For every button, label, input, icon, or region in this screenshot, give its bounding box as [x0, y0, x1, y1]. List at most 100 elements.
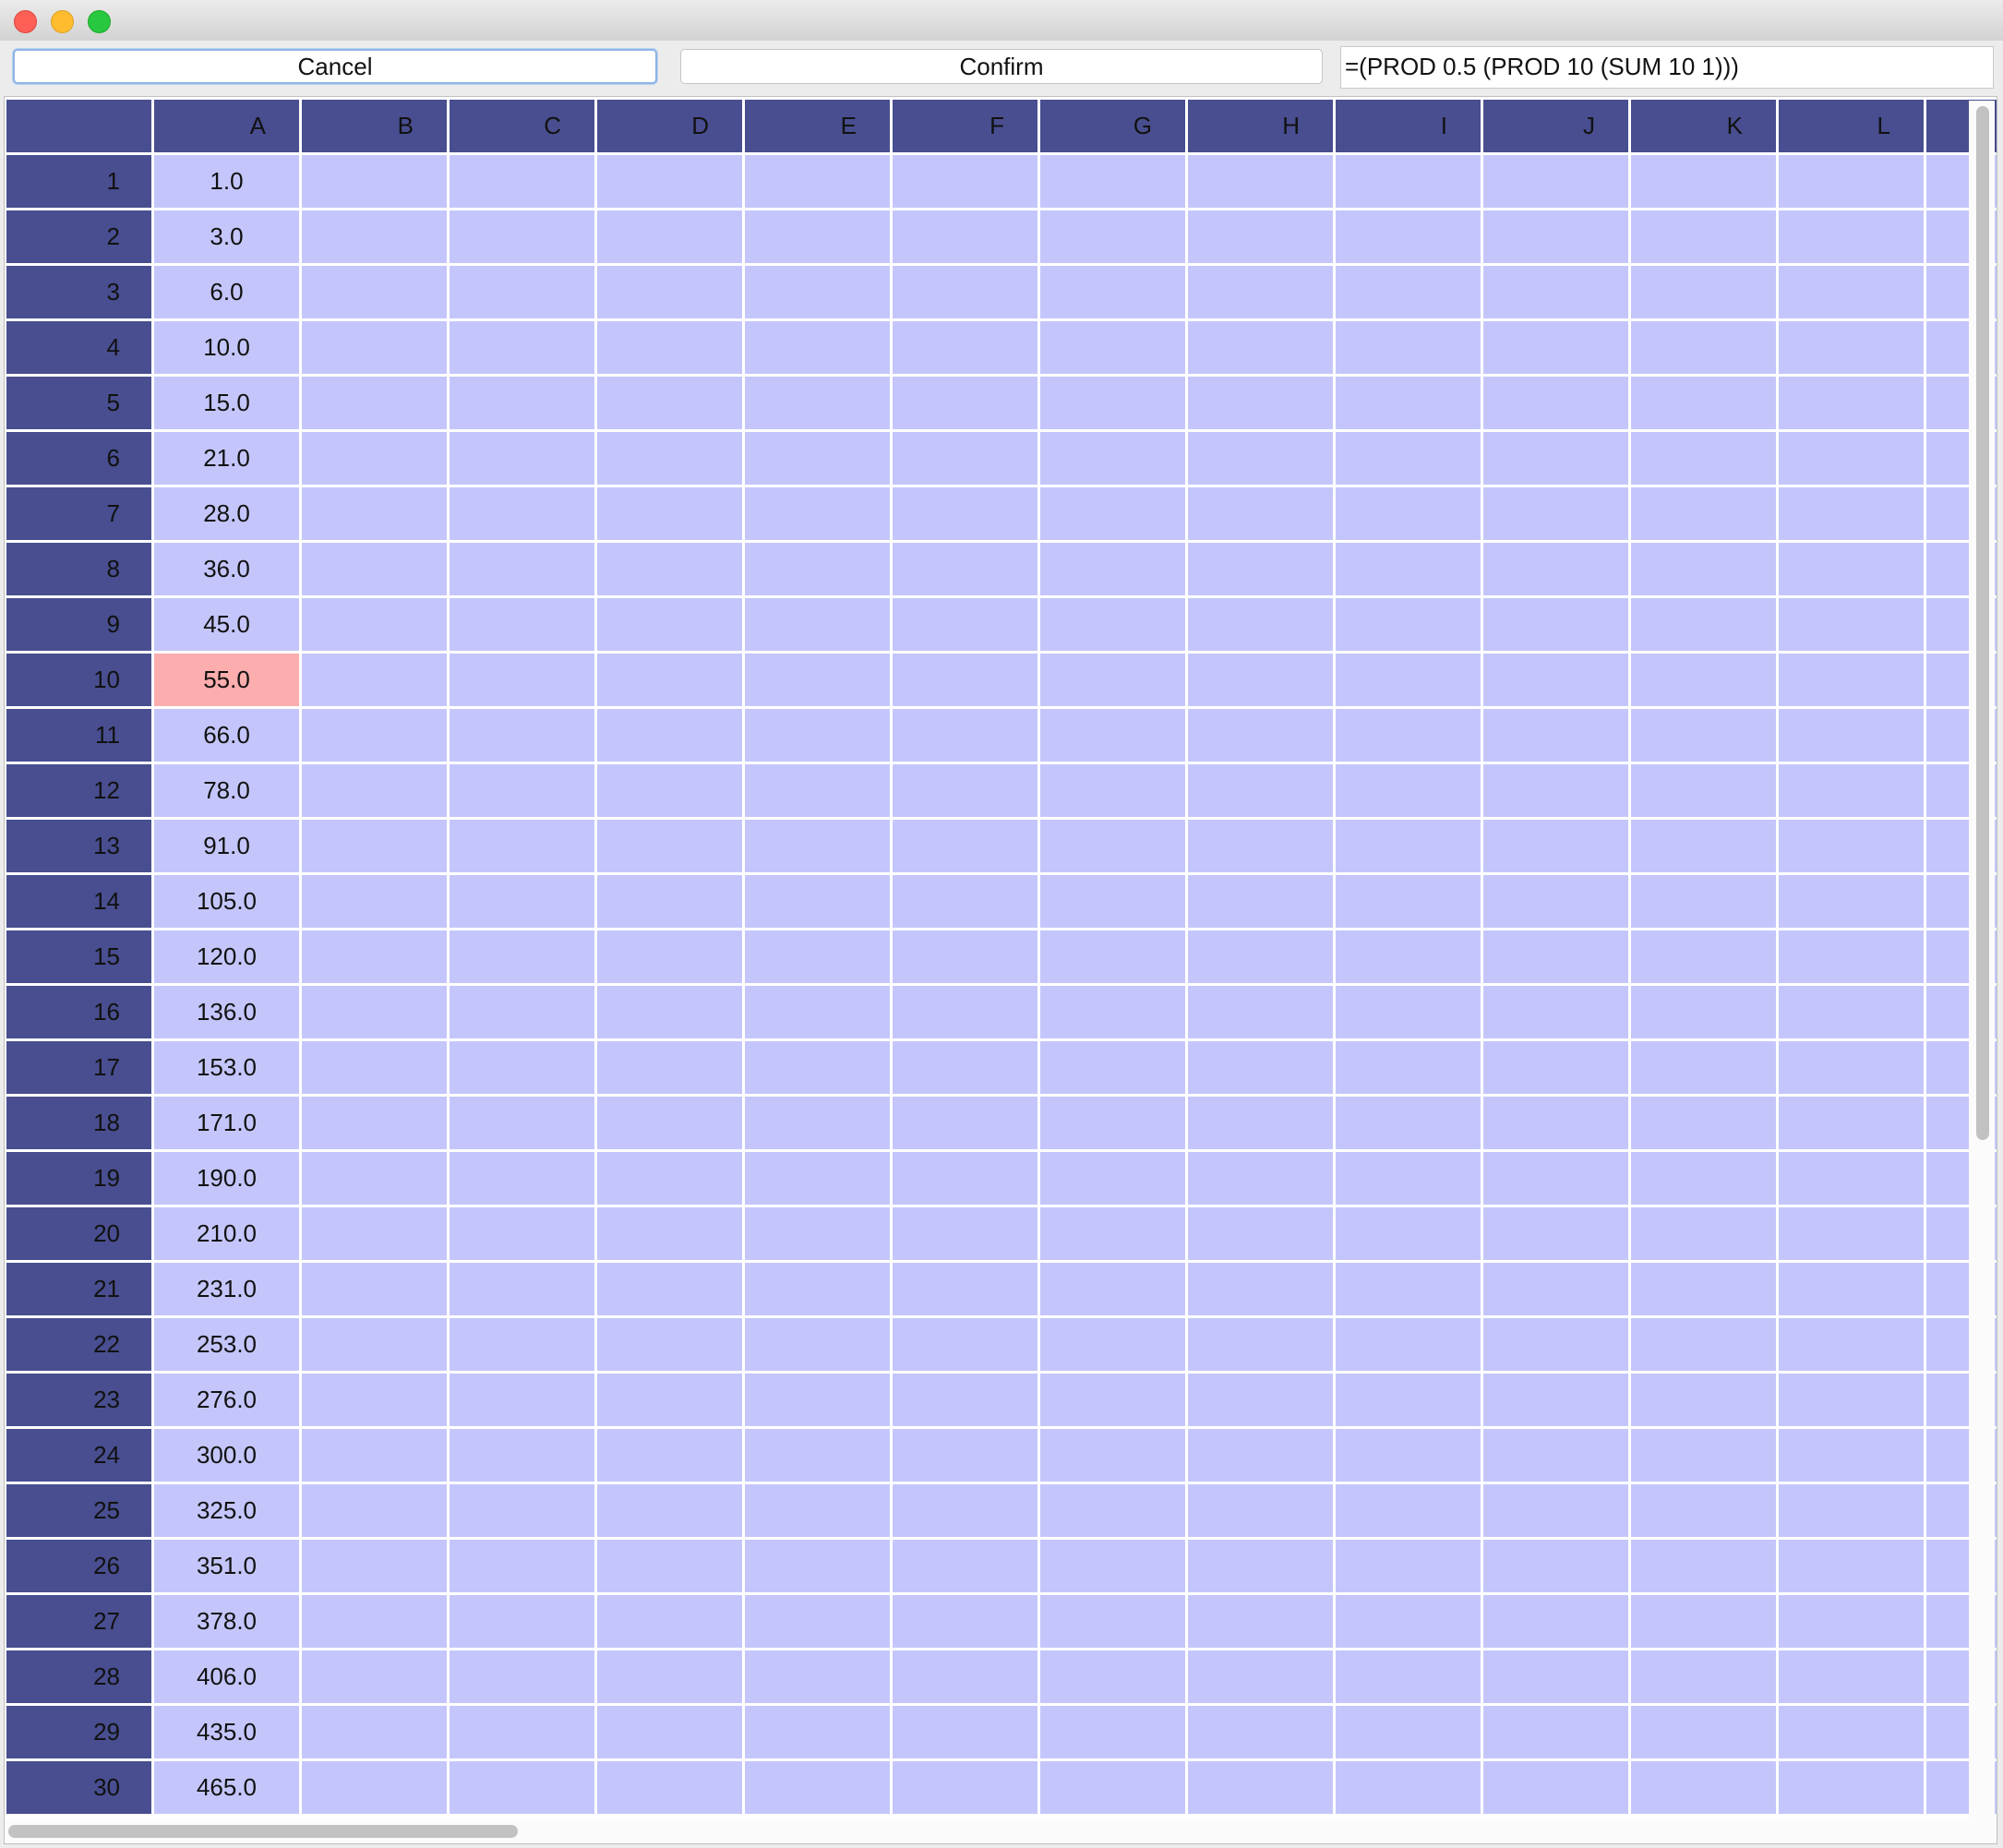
cell-l25[interactable] [1779, 1484, 1924, 1537]
cell-f10[interactable] [893, 654, 1037, 706]
cell-c25[interactable] [450, 1484, 594, 1537]
cell-j11[interactable] [1483, 709, 1628, 762]
cell-e10[interactable] [745, 654, 890, 706]
cell-c19[interactable] [450, 1152, 594, 1205]
cell-d2[interactable] [597, 210, 742, 263]
cell-h21[interactable] [1188, 1263, 1333, 1315]
cell-g15[interactable] [1040, 930, 1185, 983]
cell-b15[interactable] [302, 930, 447, 983]
cell-c30[interactable] [450, 1761, 594, 1814]
cell-a27[interactable]: 378.0 [154, 1595, 299, 1648]
cell-d27[interactable] [597, 1595, 742, 1648]
cell-a13[interactable]: 91.0 [154, 820, 299, 872]
cell-l9[interactable] [1779, 598, 1924, 651]
row-header[interactable]: 7 [6, 487, 151, 540]
cell-f18[interactable] [893, 1097, 1037, 1149]
cell-k9[interactable] [1631, 598, 1776, 651]
cell-c28[interactable] [450, 1650, 594, 1703]
cell-f4[interactable] [893, 321, 1037, 374]
column-header-d[interactable]: D [597, 100, 742, 152]
cell-a9[interactable]: 45.0 [154, 598, 299, 651]
cell-h22[interactable] [1188, 1318, 1333, 1371]
cell-l5[interactable] [1779, 377, 1924, 429]
cell-b9[interactable] [302, 598, 447, 651]
cell-l8[interactable] [1779, 543, 1924, 595]
cell-b11[interactable] [302, 709, 447, 762]
cell-f11[interactable] [893, 709, 1037, 762]
cell-a30[interactable]: 465.0 [154, 1761, 299, 1814]
cell-j28[interactable] [1483, 1650, 1628, 1703]
cell-c2[interactable] [450, 210, 594, 263]
cell-d15[interactable] [597, 930, 742, 983]
cell-b8[interactable] [302, 543, 447, 595]
cell-k22[interactable] [1631, 1318, 1776, 1371]
cell-a14[interactable]: 105.0 [154, 875, 299, 928]
cell-l27[interactable] [1779, 1595, 1924, 1648]
cell-b10[interactable] [302, 654, 447, 706]
cell-i7[interactable] [1336, 487, 1481, 540]
cancel-button[interactable]: Cancel [13, 49, 657, 84]
cell-c17[interactable] [450, 1041, 594, 1094]
cell-e9[interactable] [745, 598, 890, 651]
cell-f3[interactable] [893, 266, 1037, 318]
cell-a8[interactable]: 36.0 [154, 543, 299, 595]
close-window-button[interactable] [14, 10, 37, 33]
cell-l10[interactable] [1779, 654, 1924, 706]
cell-g13[interactable] [1040, 820, 1185, 872]
cell-i2[interactable] [1336, 210, 1481, 263]
cell-k10[interactable] [1631, 654, 1776, 706]
cell-a16[interactable]: 136.0 [154, 986, 299, 1038]
cell-a2[interactable]: 3.0 [154, 210, 299, 263]
cell-a3[interactable]: 6.0 [154, 266, 299, 318]
cell-l6[interactable] [1779, 432, 1924, 485]
cell-f24[interactable] [893, 1429, 1037, 1482]
cell-l7[interactable] [1779, 487, 1924, 540]
cell-d17[interactable] [597, 1041, 742, 1094]
cell-g25[interactable] [1040, 1484, 1185, 1537]
cell-l16[interactable] [1779, 986, 1924, 1038]
cell-a6[interactable]: 21.0 [154, 432, 299, 485]
row-header[interactable]: 19 [6, 1152, 151, 1205]
cell-h1[interactable] [1188, 155, 1333, 208]
row-header[interactable]: 13 [6, 820, 151, 872]
cell-b21[interactable] [302, 1263, 447, 1315]
cell-l29[interactable] [1779, 1706, 1924, 1758]
cell-i4[interactable] [1336, 321, 1481, 374]
cell-e17[interactable] [745, 1041, 890, 1094]
cell-f12[interactable] [893, 764, 1037, 817]
cell-f9[interactable] [893, 598, 1037, 651]
cell-b1[interactable] [302, 155, 447, 208]
cell-k15[interactable] [1631, 930, 1776, 983]
cell-h2[interactable] [1188, 210, 1333, 263]
cell-j8[interactable] [1483, 543, 1628, 595]
row-header[interactable]: 9 [6, 598, 151, 651]
cell-j10[interactable] [1483, 654, 1628, 706]
cell-g16[interactable] [1040, 986, 1185, 1038]
row-header[interactable]: 8 [6, 543, 151, 595]
cell-a4[interactable]: 10.0 [154, 321, 299, 374]
cell-l20[interactable] [1779, 1207, 1924, 1260]
cell-h17[interactable] [1188, 1041, 1333, 1094]
cell-d22[interactable] [597, 1318, 742, 1371]
row-header[interactable]: 15 [6, 930, 151, 983]
cell-d21[interactable] [597, 1263, 742, 1315]
cell-d9[interactable] [597, 598, 742, 651]
row-header[interactable]: 10 [6, 654, 151, 706]
cell-k16[interactable] [1631, 986, 1776, 1038]
cell-d18[interactable] [597, 1097, 742, 1149]
cell-j7[interactable] [1483, 487, 1628, 540]
cell-a10[interactable]: 55.0 [154, 654, 299, 706]
cell-i26[interactable] [1336, 1540, 1481, 1592]
cell-k12[interactable] [1631, 764, 1776, 817]
confirm-button[interactable]: Confirm [680, 49, 1323, 84]
cell-d12[interactable] [597, 764, 742, 817]
row-header[interactable]: 14 [6, 875, 151, 928]
cell-a15[interactable]: 120.0 [154, 930, 299, 983]
cell-l30[interactable] [1779, 1761, 1924, 1814]
cell-f1[interactable] [893, 155, 1037, 208]
cell-d5[interactable] [597, 377, 742, 429]
row-header[interactable]: 16 [6, 986, 151, 1038]
cell-d1[interactable] [597, 155, 742, 208]
cell-j26[interactable] [1483, 1540, 1628, 1592]
cell-g3[interactable] [1040, 266, 1185, 318]
